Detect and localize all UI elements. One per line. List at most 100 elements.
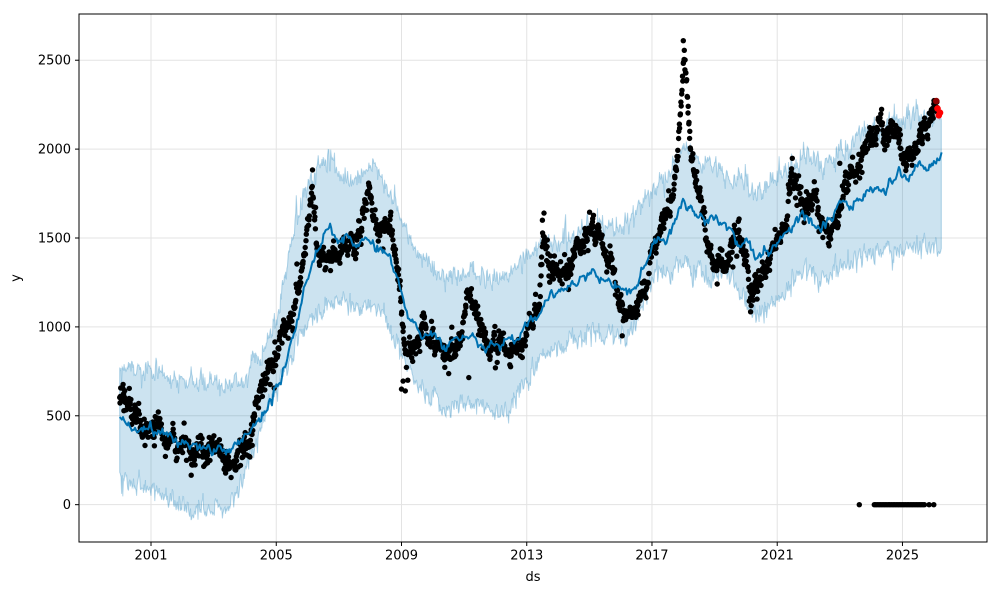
actual-point [297, 274, 304, 281]
actual-point [311, 209, 317, 216]
actual-point [507, 364, 514, 370]
actual-point [460, 319, 466, 325]
actual-point [873, 142, 879, 148]
actual-point [653, 250, 659, 256]
actual-point [251, 413, 258, 419]
actual-outlier-point [402, 388, 408, 394]
actual-point [181, 420, 187, 426]
actual-point [539, 261, 545, 268]
actual-point [551, 253, 558, 259]
forecast-line-path [118, 152, 943, 457]
x-tick-label: 2009 [385, 549, 418, 564]
actual-point [255, 405, 262, 411]
actual-point [273, 362, 279, 369]
actual-point [619, 302, 626, 308]
actual-point [395, 266, 402, 272]
actual-point [909, 162, 915, 168]
actual-point [296, 288, 302, 294]
actual-point [262, 387, 268, 393]
actual-outlier-point [619, 333, 625, 339]
actual-point [859, 169, 865, 176]
actual-point [557, 259, 564, 265]
actual-point [345, 252, 351, 258]
actual-point [188, 472, 194, 478]
actual-point [544, 243, 550, 250]
actual-point [537, 293, 543, 300]
actual-point [672, 175, 678, 181]
actual-point [481, 325, 487, 331]
actual-point [607, 243, 613, 249]
actual-point [875, 127, 881, 133]
actual-point [697, 185, 703, 191]
actual-point [495, 350, 501, 356]
actual-point [731, 222, 738, 228]
actual-point [337, 260, 343, 266]
actual-point [491, 332, 498, 338]
actual-point [603, 248, 609, 255]
actual-point [920, 134, 926, 140]
actual-point [472, 299, 478, 305]
actual-point [727, 256, 734, 262]
actual-point [766, 267, 773, 273]
actual-point [406, 334, 413, 340]
actual-point [462, 311, 468, 317]
actual-point [290, 311, 297, 318]
actual-point [915, 148, 921, 154]
actual-point [678, 99, 684, 105]
actual-point [809, 207, 815, 213]
anomaly-points [933, 97, 944, 119]
actual-point [120, 381, 126, 388]
actual-point [814, 198, 820, 204]
actual-point [586, 209, 593, 215]
actual-point [787, 189, 793, 196]
actual-point [151, 443, 158, 449]
actual-point [675, 147, 681, 153]
actual-point [670, 192, 677, 198]
actual-point [661, 220, 667, 227]
actual-point [604, 269, 610, 275]
actual-point [303, 231, 309, 237]
actual-point [685, 110, 691, 116]
actual-point [492, 323, 498, 330]
axes [75, 13, 988, 546]
actual-point [679, 73, 686, 79]
actual-point [795, 173, 802, 179]
actual-point [675, 135, 682, 142]
actual-point [547, 279, 553, 285]
actual-point [658, 229, 664, 236]
actual-point [327, 267, 334, 274]
actual-point [561, 251, 568, 258]
actual-point [599, 232, 605, 238]
actual-point [294, 261, 300, 267]
actual-point [399, 309, 405, 315]
actual-point [896, 137, 902, 143]
actual-point [171, 430, 177, 437]
actual-point [719, 247, 725, 253]
actual-point [667, 209, 673, 215]
actual-point [354, 237, 360, 243]
anomaly-point [936, 109, 944, 116]
actual-point [259, 393, 266, 400]
actual-point [845, 182, 852, 188]
actual-point [421, 313, 428, 320]
actual-point [784, 213, 791, 219]
x-tick-label: 2021 [761, 549, 794, 564]
actual-point [693, 177, 700, 183]
actual-point [179, 449, 186, 456]
x-tick-label: 2001 [134, 549, 167, 564]
actual-point [170, 426, 176, 432]
actual-point [446, 370, 452, 377]
actual-point [544, 237, 550, 243]
actual-point [496, 328, 502, 334]
actual-point [303, 238, 309, 244]
actual-point [666, 188, 672, 194]
actual-point [921, 115, 928, 121]
actual-point [758, 282, 764, 289]
actual-point [136, 400, 142, 407]
actual-point [550, 276, 557, 282]
actual-point [316, 262, 323, 268]
actual-point [671, 186, 677, 193]
actual-point [537, 282, 543, 288]
actual-point [478, 316, 484, 323]
actual-point [249, 442, 255, 448]
